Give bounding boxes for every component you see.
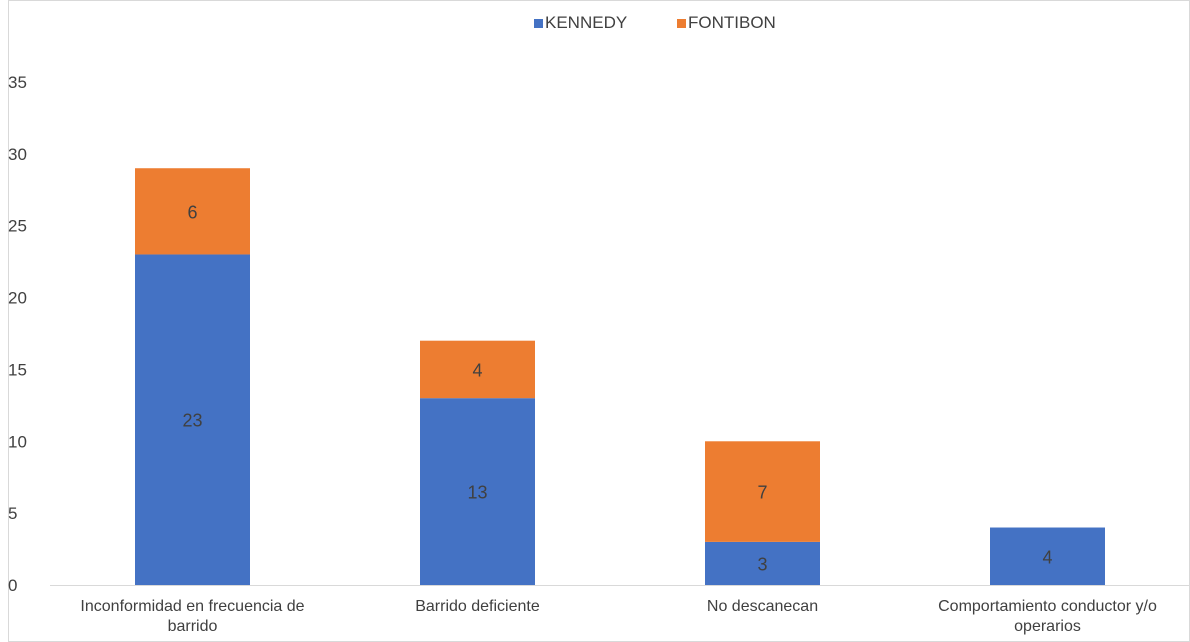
bar-segment-kennedy: [135, 254, 250, 585]
data-label: 7: [757, 483, 767, 503]
bar-segment-kennedy: [420, 398, 535, 585]
legend-swatch-kennedy: [534, 19, 543, 28]
data-label: 4: [1042, 547, 1052, 567]
category-label: Barrido deficiente: [415, 598, 540, 615]
legend-swatch-fontibon: [677, 19, 686, 28]
legend-label-kennedy: KENNEDY: [545, 13, 627, 32]
bar-segment-fontibon: [420, 340, 535, 399]
data-label: 4: [472, 360, 482, 380]
legend-label-fontibon: FONTIBON: [688, 13, 776, 32]
y-tick-label: 30: [8, 145, 27, 164]
category-label: No descanecan: [707, 598, 818, 615]
y-tick-label: 15: [8, 360, 27, 379]
bar-segment-fontibon: [135, 168, 250, 255]
y-tick-label: 5: [8, 504, 17, 523]
bar-segment-kennedy: [990, 527, 1105, 585]
y-tick-label: 10: [8, 432, 27, 451]
data-label: 6: [187, 202, 197, 222]
category-label: barrido: [168, 618, 218, 635]
data-label: 23: [182, 411, 202, 431]
y-tick-label: 35: [8, 73, 27, 92]
category-label: operarios: [1014, 618, 1081, 635]
bar-segment-fontibon: [705, 441, 820, 542]
data-label: 13: [467, 483, 487, 503]
y-tick-label: 20: [8, 289, 27, 308]
data-label: 3: [757, 554, 767, 574]
y-tick-label: 25: [8, 217, 27, 236]
y-tick-label: 0: [8, 576, 17, 595]
bar-segment-kennedy: [705, 541, 820, 585]
category-label: Inconformidad en frecuencia de: [80, 598, 304, 615]
category-label: Comportamiento conductor y/o: [938, 598, 1157, 615]
